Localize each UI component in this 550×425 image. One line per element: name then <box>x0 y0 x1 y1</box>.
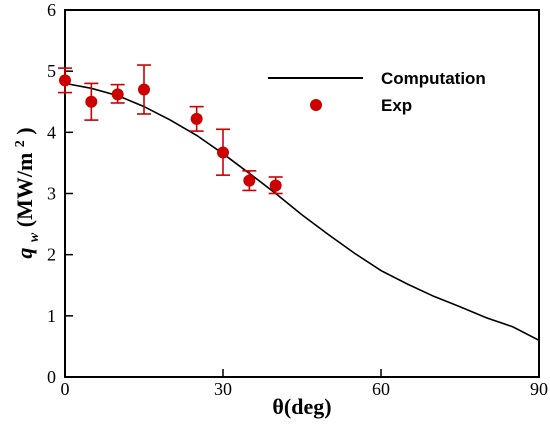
exp-point <box>59 74 71 87</box>
exp-point <box>190 112 203 125</box>
y-tick-label: 4 <box>47 122 56 142</box>
legend-label-exp: Exp <box>381 96 412 115</box>
exp-point <box>269 179 282 192</box>
exp-point <box>217 146 229 159</box>
y-tick-label: 1 <box>47 306 56 326</box>
y-axis-label-main: q <box>12 248 37 259</box>
exp-point <box>138 83 150 96</box>
exp-series <box>58 64 283 195</box>
y-axis-label-subscript: w <box>27 232 42 242</box>
x-tick-label: 0 <box>61 379 70 399</box>
legend-label-computation: Computation <box>381 69 486 88</box>
x-tick-label: 90 <box>530 379 548 399</box>
y-tick-label: 6 <box>47 0 56 20</box>
y-axis-label-close: ) <box>12 127 37 134</box>
y-axis-label-superscript: 2 <box>13 140 28 147</box>
exp-point <box>85 95 98 108</box>
y-tick-label: 2 <box>47 245 56 265</box>
y-axis-label: q w (MW/m 2 ) <box>4 127 43 258</box>
y-tick-label: 0 <box>47 367 56 387</box>
x-tick-label: 60 <box>372 379 390 399</box>
plot-frame <box>64 9 540 378</box>
exp-point <box>243 174 256 187</box>
exp-point <box>111 88 124 101</box>
y-tick-label: 3 <box>47 184 56 204</box>
legend: Computation Exp <box>268 69 486 115</box>
x-axis-label: θ(deg) <box>272 394 331 419</box>
y-axis-label-unit: (MW/m <box>12 153 37 228</box>
computation-series <box>64 82 540 342</box>
y-tick-label: 5 <box>47 61 56 81</box>
y-axis-ticks: 0 1 2 3 4 5 6 <box>47 0 73 387</box>
legend-marker-swatch <box>310 99 322 111</box>
x-axis-ticks: 0 30 60 90 <box>61 369 548 399</box>
x-tick-label: 30 <box>214 379 232 399</box>
computation-line <box>64 82 540 342</box>
y-axis-label-group: q w (MW/m 2 ) <box>4 127 43 258</box>
